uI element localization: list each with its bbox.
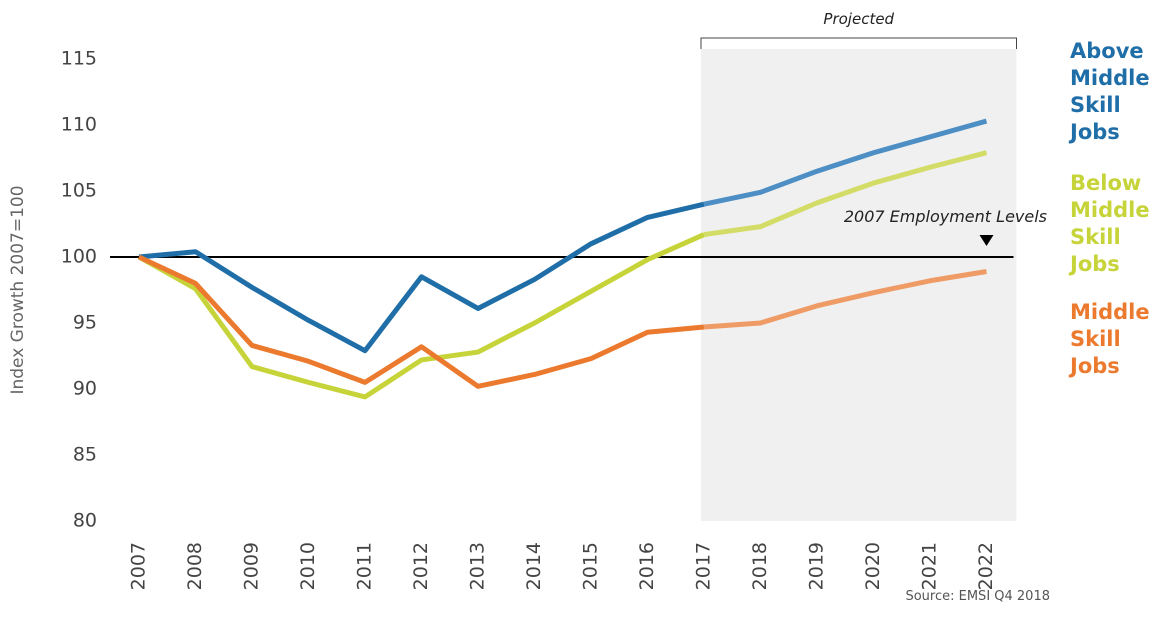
x-tick-label: 2014 [523,542,545,590]
x-tick-label: 2009 [241,542,263,590]
legend-entry: Middle Skill Jobs [1070,300,1150,378]
y-tick-label: 85 [73,444,97,466]
x-tick-label: 2016 [636,542,658,590]
x-tick-label: 2007 [128,542,150,590]
x-tick-label: 2015 [580,542,602,590]
series-line-projected [703,118,988,207]
y-tick-label: 90 [73,378,97,400]
x-tick-label: 2008 [184,542,206,590]
x-tick-label: 2013 [467,542,489,590]
projected-label: Projected [823,10,894,28]
x-tick-label: 2012 [410,542,432,590]
reference-label: 2007 Employment Levels [844,207,1047,226]
x-tick-label: 2022 [975,542,997,590]
x-tick-label: 2011 [354,542,376,590]
projected-bracket [700,37,1017,49]
y-tick-label: 115 [61,48,97,70]
series-line-projected [703,150,988,238]
y-tick-label: 105 [61,180,97,202]
legend-entry: Above Middle Skill Jobs [1070,39,1150,144]
y-tick-label: 100 [61,246,97,268]
y-tick-label: 80 [73,510,97,532]
legend-entry: Below Middle Skill Jobs [1070,171,1150,276]
x-tick-label: 2018 [749,542,771,590]
y-axis-label: Index Growth 2007=100 [8,185,28,394]
series-line-projected [703,269,987,330]
x-tick-label: 2021 [919,542,941,590]
y-tick-label: 95 [73,312,97,334]
series-line [137,254,705,389]
x-tick-label: 2020 [862,542,884,590]
x-tick-label: 2010 [297,542,319,590]
reference-arrow [979,235,994,246]
series-line [138,201,705,354]
series-line [137,232,706,400]
x-tick-label: 2017 [693,542,715,590]
projected-band [701,49,1017,521]
x-tick-label: 2019 [806,542,828,590]
y-tick-label: 110 [61,114,97,136]
source: Source: EMSI Q4 2018 [905,589,1050,604]
